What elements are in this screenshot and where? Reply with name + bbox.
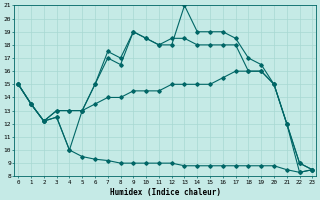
X-axis label: Humidex (Indice chaleur): Humidex (Indice chaleur)	[110, 188, 221, 197]
